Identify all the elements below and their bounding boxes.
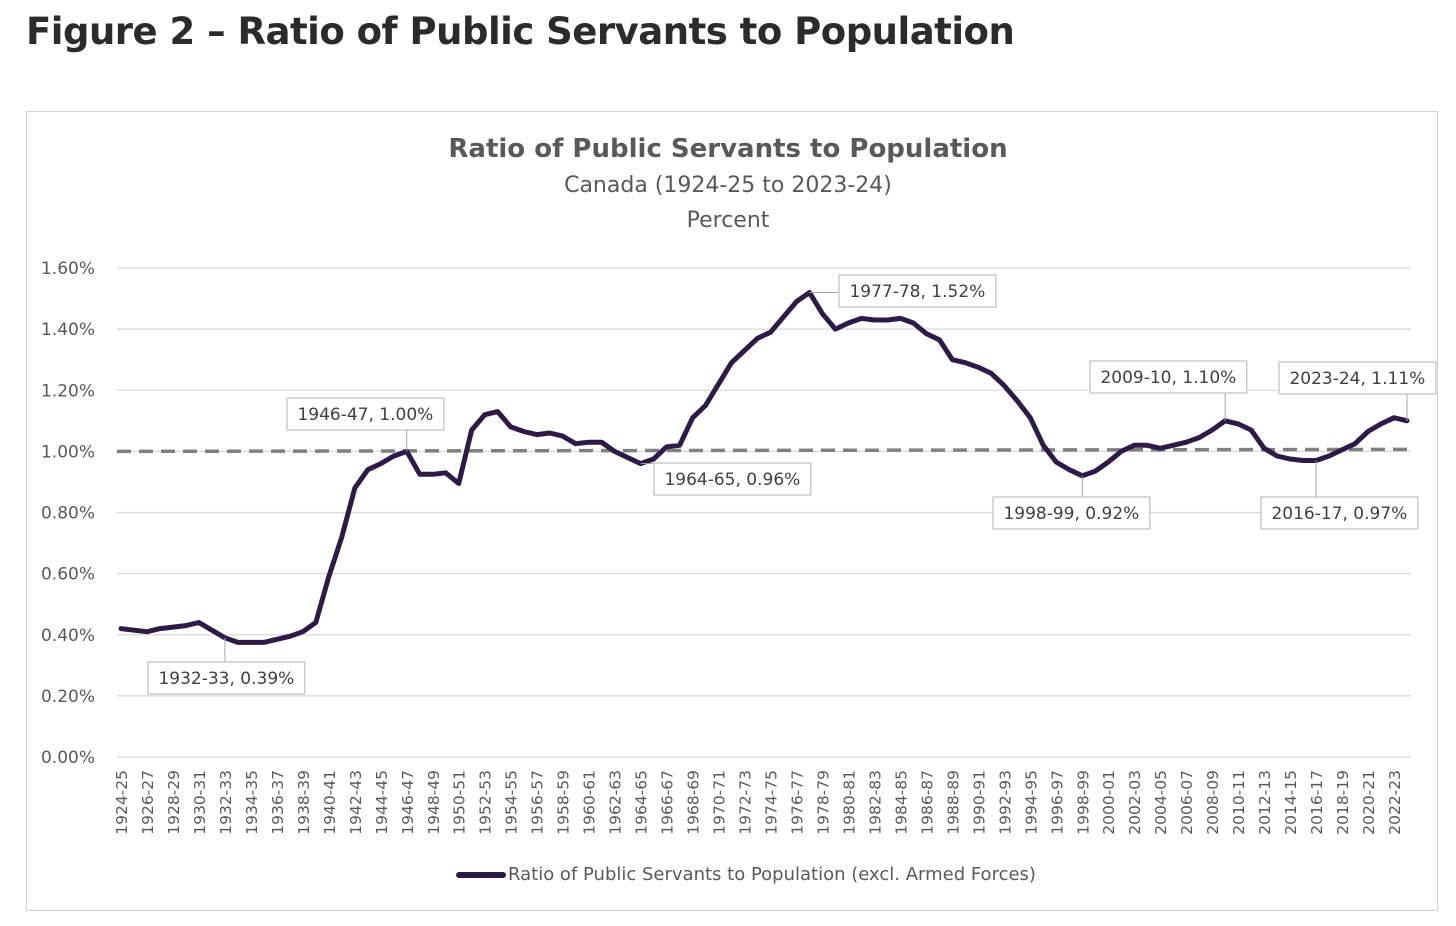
x-tick-label: 2020-21 [1360, 770, 1378, 835]
x-tick-label: 1974-75 [762, 770, 780, 835]
reference-line [116, 447, 1412, 454]
y-tick-label: 0.60% [41, 565, 95, 585]
x-tick-label: 1968-69 [685, 770, 703, 835]
gridlines [117, 267, 1411, 758]
annotation-box [286, 397, 445, 431]
x-tick-label: 1994-95 [1022, 770, 1040, 835]
x-tick-label: 1970-71 [711, 770, 729, 835]
annotations-group: 1932-33, 0.39% 1946-47, 1.00% 1964-65, 0.9… [147, 274, 1437, 695]
y-tick-label: 0.80% [41, 504, 95, 524]
x-tick-label: 1966-67 [659, 770, 677, 835]
series-line [118, 290, 1410, 645]
legend-swatch [456, 871, 506, 878]
x-tick-label: 1986-87 [918, 770, 936, 835]
annotation-label: 2016-17, 0.97% [1271, 504, 1407, 524]
y-tick-label: 1.00% [41, 442, 95, 462]
x-tick-label: 2010-11 [1230, 770, 1248, 835]
x-tick-label: 1950-51 [451, 770, 469, 835]
x-tick-label: 1980-81 [840, 770, 858, 835]
x-tick-label: 1958-59 [555, 770, 573, 835]
y-axis-ticks: 0.00% 0.20% 0.40% 0.60% 0.80% 1.00% 1.20% 1.40%… [41, 259, 95, 768]
x-tick-label: 2002-03 [1126, 770, 1144, 835]
x-tick-label: 1962-63 [607, 770, 625, 835]
x-tick-label: 2004-05 [1152, 770, 1170, 835]
x-tick-label: 1952-53 [477, 770, 495, 835]
annotation-box [838, 274, 997, 308]
legend: Ratio of Public Servants to Population (… [456, 864, 1036, 885]
annotation-label: 2009-10, 1.10% [1100, 368, 1236, 388]
x-tick-label: 2006-07 [1178, 770, 1196, 835]
chart-unit-subtitle: Percent [686, 208, 770, 233]
annotation-label: 1932-33, 0.39% [158, 669, 294, 689]
x-tick-label: 1944-45 [373, 770, 391, 835]
x-tick-label: 1992-93 [996, 770, 1014, 835]
reference-line-group [116, 447, 1412, 454]
x-tick-label: 1928-29 [165, 770, 183, 835]
annotation-box [147, 661, 306, 695]
annotation-label: 2023-24, 1.11% [1289, 369, 1425, 389]
x-tick-label: 2016-17 [1308, 770, 1326, 835]
x-tick-label: 2008-09 [1204, 770, 1222, 835]
x-tick-label: 1936-37 [269, 770, 287, 835]
x-tick-label: 1964-65 [633, 770, 651, 835]
annotation-box [992, 496, 1151, 530]
x-tick-label: 1996-97 [1048, 770, 1066, 835]
chart-title: Ratio of Public Servants to Population [448, 134, 1008, 164]
x-tick-label: 1930-31 [191, 770, 209, 835]
legend-label: Ratio of Public Servants to Population (… [508, 864, 1036, 885]
annotation-label: 1998-99, 0.92% [1003, 504, 1139, 524]
annotation-box [1260, 496, 1419, 530]
y-tick-label: 0.00% [41, 748, 95, 768]
x-tick-label: 1988-89 [944, 770, 962, 835]
y-tick-label: 0.40% [41, 626, 95, 646]
y-tick-label: 1.40% [41, 320, 95, 340]
x-tick-label: 1972-73 [737, 770, 755, 835]
annotation-label: 1977-78, 1.52% [849, 282, 985, 302]
x-tick-label: 1954-55 [503, 770, 521, 835]
x-tick-label: 1984-85 [892, 770, 910, 835]
x-tick-label: 1926-27 [139, 770, 157, 835]
x-tick-label: 1938-39 [295, 770, 313, 835]
chart-subtitle: Canada (1924-25 to 2023-24) [564, 173, 892, 198]
y-tick-label: 1.60% [41, 259, 95, 279]
x-tick-label: 1948-49 [425, 770, 443, 835]
x-tick-label: 2022-23 [1386, 770, 1404, 835]
annotation-box [1089, 360, 1248, 394]
x-tick-label: 1946-47 [399, 770, 417, 835]
x-tick-label: 1956-57 [529, 770, 547, 835]
x-tick-label: 1934-35 [243, 770, 261, 835]
annotation-label: 1964-65, 0.96% [664, 470, 800, 490]
series-group [118, 290, 1410, 645]
x-tick-label: 1932-33 [217, 770, 235, 835]
chart-frame [26, 111, 1438, 911]
x-tick-label: 1940-41 [321, 770, 339, 835]
x-tick-label: 1960-61 [581, 770, 599, 835]
x-tick-label: 1978-79 [814, 770, 832, 835]
x-tick-label: 1990-91 [970, 770, 988, 835]
x-tick-label: 2000-01 [1100, 770, 1118, 835]
x-tick-label: 1942-43 [347, 770, 365, 835]
x-tick-label: 1998-99 [1074, 770, 1092, 835]
y-tick-label: 1.20% [41, 381, 95, 401]
y-tick-label: 0.20% [41, 687, 95, 707]
annotation-box [1278, 361, 1437, 395]
x-tick-label: 2018-19 [1334, 770, 1352, 835]
x-axis-ticks: 1924-25 1926-27 1928-29 1930-31 1932-33 1934-… [113, 770, 1404, 835]
annotation-label: 1946-47, 1.00% [297, 405, 433, 425]
x-tick-label: 1982-83 [866, 770, 884, 835]
figure-title: Figure 2 – Ratio of Public Servants to P… [26, 10, 1015, 53]
x-tick-label: 1976-77 [788, 770, 806, 835]
x-tick-label: 2012-13 [1256, 770, 1274, 835]
x-tick-label: 2014-15 [1282, 770, 1300, 835]
annotation-box [653, 462, 812, 496]
x-tick-label: 1924-25 [113, 770, 131, 835]
